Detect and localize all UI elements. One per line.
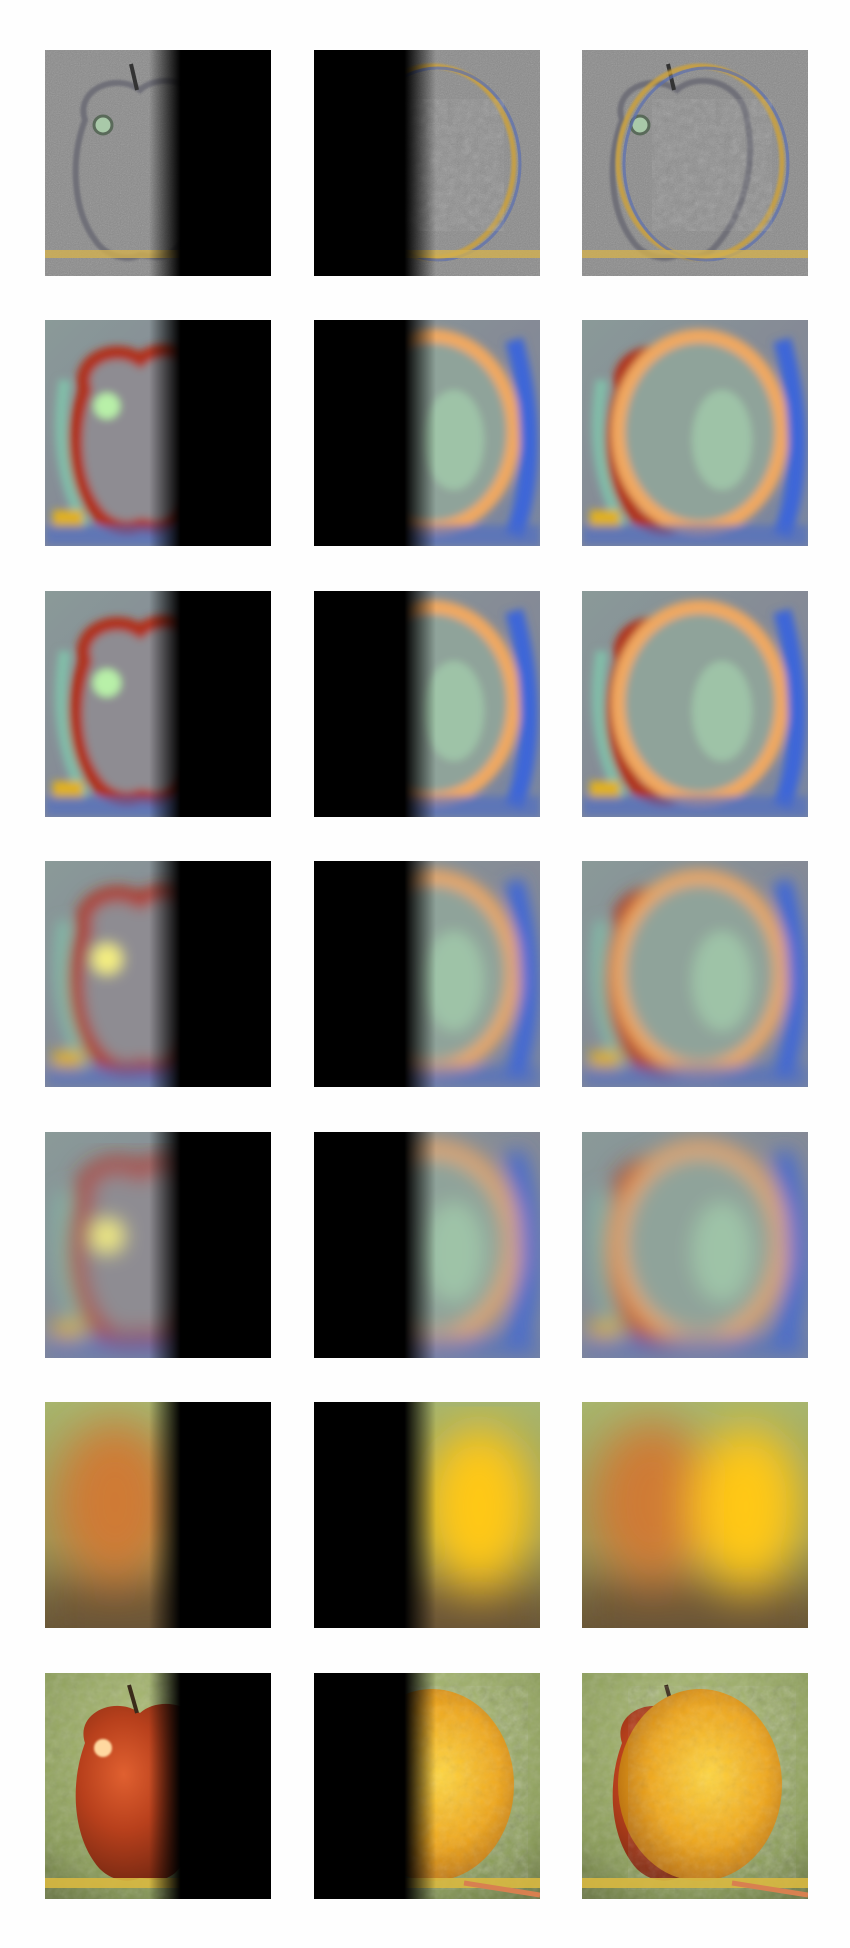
- tile-image: [314, 861, 540, 1087]
- tile-image: [582, 50, 808, 276]
- tile-image: [314, 1402, 540, 1628]
- tile-laplacian-4-apple-half: [45, 1132, 271, 1358]
- tile-reconstruction-apple-half: [45, 1673, 271, 1899]
- tile-laplacian-2-blended: [582, 591, 808, 817]
- tile-laplacian-1-orange-half: [314, 320, 540, 546]
- tile-image: [582, 320, 808, 546]
- tile-image: [582, 1673, 808, 1899]
- tile-image: [582, 861, 808, 1087]
- tile-image: [582, 1132, 808, 1358]
- tile-image: [314, 320, 540, 546]
- tile-image: [45, 1132, 271, 1358]
- tile-laplacian-1-blended: [582, 320, 808, 546]
- tile-image: [45, 1673, 271, 1899]
- tile-gaussian-top-blended: [582, 1402, 808, 1628]
- tile-image: [582, 1402, 808, 1628]
- tile-laplacian-1-apple-half: [45, 320, 271, 546]
- tile-laplacian-4-orange-half: [314, 1132, 540, 1358]
- tile-image: [314, 50, 540, 276]
- tile-gaussian-top-apple-half: [45, 1402, 271, 1628]
- tile-laplacian-0-blended: [582, 50, 808, 276]
- tile-image: [45, 320, 271, 546]
- tile-image: [45, 861, 271, 1087]
- tile-laplacian-3-orange-half: [314, 861, 540, 1087]
- tile-laplacian-4-blended: [582, 1132, 808, 1358]
- tile-image: [582, 591, 808, 817]
- tile-laplacian-2-apple-half: [45, 591, 271, 817]
- tile-reconstruction-blended: [582, 1673, 808, 1899]
- tile-laplacian-0-orange-half: [314, 50, 540, 276]
- tile-image: [45, 50, 271, 276]
- tile-image: [314, 1673, 540, 1899]
- tile-laplacian-0-apple-half: [45, 50, 271, 276]
- tile-image: [45, 1402, 271, 1628]
- tile-laplacian-2-orange-half: [314, 591, 540, 817]
- tile-reconstruction-orange-half: [314, 1673, 540, 1899]
- tile-image: [314, 591, 540, 817]
- tile-laplacian-3-apple-half: [45, 861, 271, 1087]
- tile-gaussian-top-orange-half: [314, 1402, 540, 1628]
- tile-laplacian-3-blended: [582, 861, 808, 1087]
- tile-image: [45, 591, 271, 817]
- tile-image: [314, 1132, 540, 1358]
